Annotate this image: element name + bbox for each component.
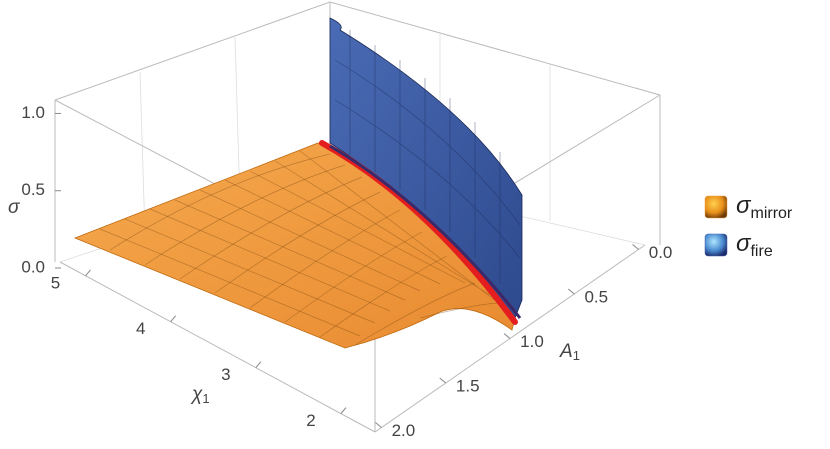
tick-label: 2 xyxy=(306,411,315,430)
legend-subscript: mirror xyxy=(750,205,792,222)
tick-mark xyxy=(255,361,262,368)
tick-mark xyxy=(85,269,91,277)
legend-subscript: fire xyxy=(750,243,772,260)
tick-mark xyxy=(632,244,639,250)
tick-label: 0.5 xyxy=(21,180,45,199)
tick-label: 4 xyxy=(136,319,145,338)
tick-label: 0.0 xyxy=(21,257,45,276)
x-axis-label: χ1 xyxy=(190,384,210,406)
tick-label: 1.5 xyxy=(456,377,480,396)
tick-label: 0.0 xyxy=(649,243,673,262)
tick-label: 1.0 xyxy=(520,332,544,351)
y-axis-label-subscript: 1 xyxy=(573,348,580,363)
tick-mark xyxy=(375,422,382,428)
y-axis-label-symbol: A xyxy=(559,341,573,362)
legend-swatch xyxy=(704,233,728,257)
tick-mark xyxy=(567,288,575,295)
tick-label: 5 xyxy=(51,273,60,292)
legend-label: σmirror xyxy=(736,192,793,222)
surface-fire xyxy=(319,17,523,325)
tick-label: 0.5 xyxy=(584,287,608,306)
tick-mark xyxy=(439,377,447,384)
x-axis-label-symbol: χ xyxy=(190,384,203,405)
y-axis-label: A1 xyxy=(559,341,580,363)
tick-label: 3 xyxy=(221,365,230,384)
z-axis-label: σ xyxy=(8,197,21,218)
tick-mark xyxy=(340,407,347,414)
legend-label: σfire xyxy=(736,230,773,260)
legend-symbol: σ xyxy=(736,192,752,219)
tick-mark xyxy=(170,315,177,323)
x-axis-label-subscript: 1 xyxy=(202,391,209,406)
ticks: 0.0 0.5 1.0 2 3 4 5 0.0 0.5 1.0 1.5 2.0 xyxy=(21,103,672,440)
tick-label: 2.0 xyxy=(392,421,416,440)
tick-label: 1.0 xyxy=(21,103,45,122)
tick-mark xyxy=(503,333,511,339)
legend-symbol: σ xyxy=(736,230,752,257)
legend-swatch xyxy=(704,195,728,219)
